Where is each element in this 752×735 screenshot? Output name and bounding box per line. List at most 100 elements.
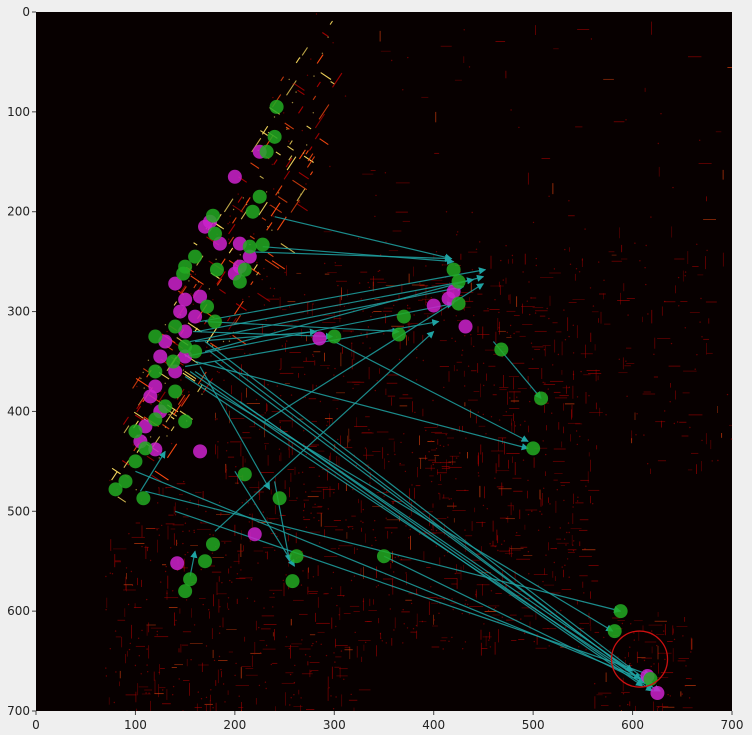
heatmap-dot-1551 <box>265 644 268 647</box>
heatmap-dot-1403 <box>370 315 372 318</box>
heatmap-dot-1619 <box>548 195 550 197</box>
heatmap-street-960 <box>298 106 304 114</box>
dropoff-point-2 <box>259 144 274 159</box>
heatmap-dot-2002 <box>397 555 400 558</box>
heatmap-dot-1732 <box>490 416 493 418</box>
heatmap-dot-1465 <box>392 501 394 504</box>
heatmap-dot-2096 <box>438 492 440 495</box>
heatmap-dot-1471 <box>284 271 286 274</box>
heatmap-dot-1307 <box>115 671 117 673</box>
dropoff-point-31 <box>108 482 123 497</box>
heatmap-dot-1464 <box>542 381 544 384</box>
heatmap-dot-1466 <box>263 607 265 609</box>
heatmap-dot-1268 <box>681 693 683 695</box>
heatmap-dot-1897 <box>337 284 339 287</box>
dropoff-point-48 <box>494 342 509 357</box>
heatmap-dot-1697 <box>109 572 112 574</box>
heatmap-street-287 <box>220 258 226 266</box>
heatmap-dot-1317 <box>272 592 275 595</box>
heatmap-dot-2060 <box>667 693 669 696</box>
heatmap-dot-1315 <box>573 540 575 542</box>
heatmap-dot-2100 <box>412 628 415 630</box>
heatmap-dot-1814 <box>314 503 316 505</box>
dropoff-point-52 <box>607 624 622 639</box>
heatmap-dot-1365 <box>651 630 653 632</box>
heatmap-street-1185 <box>284 122 295 130</box>
heatmap-dot-2009 <box>201 393 203 395</box>
heatmap-dot-1445 <box>140 377 142 380</box>
heatmap-dot-1572 <box>684 271 687 273</box>
heatmap-street-206 <box>252 264 258 271</box>
heatmap-dot-1903 <box>404 470 407 473</box>
heatmap-dot-1416 <box>647 463 649 465</box>
heatmap-dot-2069 <box>329 165 331 168</box>
dropoff-point-41 <box>377 549 391 564</box>
heatmap-street-1244 <box>173 404 181 416</box>
heatmap-street-317 <box>232 334 247 345</box>
heatmap-dot-1760 <box>367 281 369 284</box>
plot-area <box>36 12 732 711</box>
heatmap-dot-1498 <box>503 540 505 542</box>
dropoff-point-47 <box>451 296 466 311</box>
heatmap-dot-1833 <box>578 271 581 273</box>
heatmap-dot-1852 <box>414 411 416 414</box>
dropoff-point-17 <box>168 319 183 334</box>
heatmap-dot-1952 <box>461 612 463 615</box>
heatmap-dot-1994 <box>338 614 340 616</box>
heatmap-street-836 <box>293 83 305 91</box>
heatmap-dot-1462 <box>141 545 143 548</box>
heatmap-dot-1831 <box>318 519 320 522</box>
heatmap-dot-1510 <box>212 299 214 301</box>
heatmap-dot-1278 <box>494 545 496 548</box>
heatmap-dot-1929 <box>475 594 477 596</box>
heatmap-dot-1405 <box>147 671 149 673</box>
heatmap-street-288 <box>295 57 301 64</box>
heatmap-dot-1354 <box>489 543 491 545</box>
heatmap-dot-2019 <box>313 437 316 439</box>
heatmap-dot-1923 <box>372 529 374 531</box>
heatmap-dot-1474 <box>419 282 421 284</box>
heatmap-dot-1579 <box>603 279 605 281</box>
heatmap-dot-1669 <box>511 254 514 257</box>
heatmap-dot-2086 <box>385 241 387 243</box>
heatmap-dot-1628 <box>701 439 703 442</box>
heatmap-street-338 <box>288 155 293 161</box>
trip-arrow-31 <box>244 251 453 263</box>
heatmap-dot-2067 <box>387 453 389 456</box>
heatmap-dot-1570 <box>305 491 307 493</box>
heatmap-dot-1337 <box>234 674 236 677</box>
heatmap-dot-1996 <box>352 387 354 390</box>
heatmap-dot-1617 <box>325 654 328 657</box>
heatmap-dot-2049 <box>247 502 249 504</box>
heatmap-dot-1333 <box>711 460 713 462</box>
heatmap-street-752 <box>316 81 321 88</box>
heatmap-dot-1693 <box>563 499 565 502</box>
heatmap-dot-1362 <box>579 435 581 438</box>
heatmap-street-769 <box>187 322 203 333</box>
heatmap-dot-1962 <box>272 96 274 99</box>
heatmap-dot-2094 <box>673 422 675 425</box>
heatmap-dot-1681 <box>625 360 627 362</box>
dropoff-point-44 <box>391 327 406 342</box>
heatmap-dot-1341 <box>448 498 450 500</box>
dropoff-point-36 <box>198 554 213 569</box>
heatmap-dot-2078 <box>572 544 574 546</box>
heatmap-dot-1645 <box>265 319 267 321</box>
heatmap-dot-1321 <box>564 564 566 566</box>
heatmap-dot-1545 <box>567 522 570 524</box>
heatmap-dot-1816 <box>259 652 262 654</box>
heatmap-dot-1523 <box>585 648 587 651</box>
heatmap-dot-1652 <box>220 512 222 514</box>
heatmap-dot-1879 <box>170 442 173 445</box>
heatmap-dot-1634 <box>435 447 438 450</box>
heatmap-dot-1294 <box>327 367 329 369</box>
heatmap-street-824 <box>232 217 237 224</box>
heatmap-dot-1582 <box>375 194 377 197</box>
heatmap-dot-1964 <box>592 305 595 307</box>
heatmap-dot-1568 <box>664 410 666 412</box>
heatmap-street-347 <box>269 204 283 214</box>
heatmap-dot-1913 <box>188 530 190 532</box>
heatmap-dot-1924 <box>564 339 567 341</box>
heatmap-dot-1631 <box>585 485 587 487</box>
y-tick-label-5: 500 <box>7 504 30 518</box>
